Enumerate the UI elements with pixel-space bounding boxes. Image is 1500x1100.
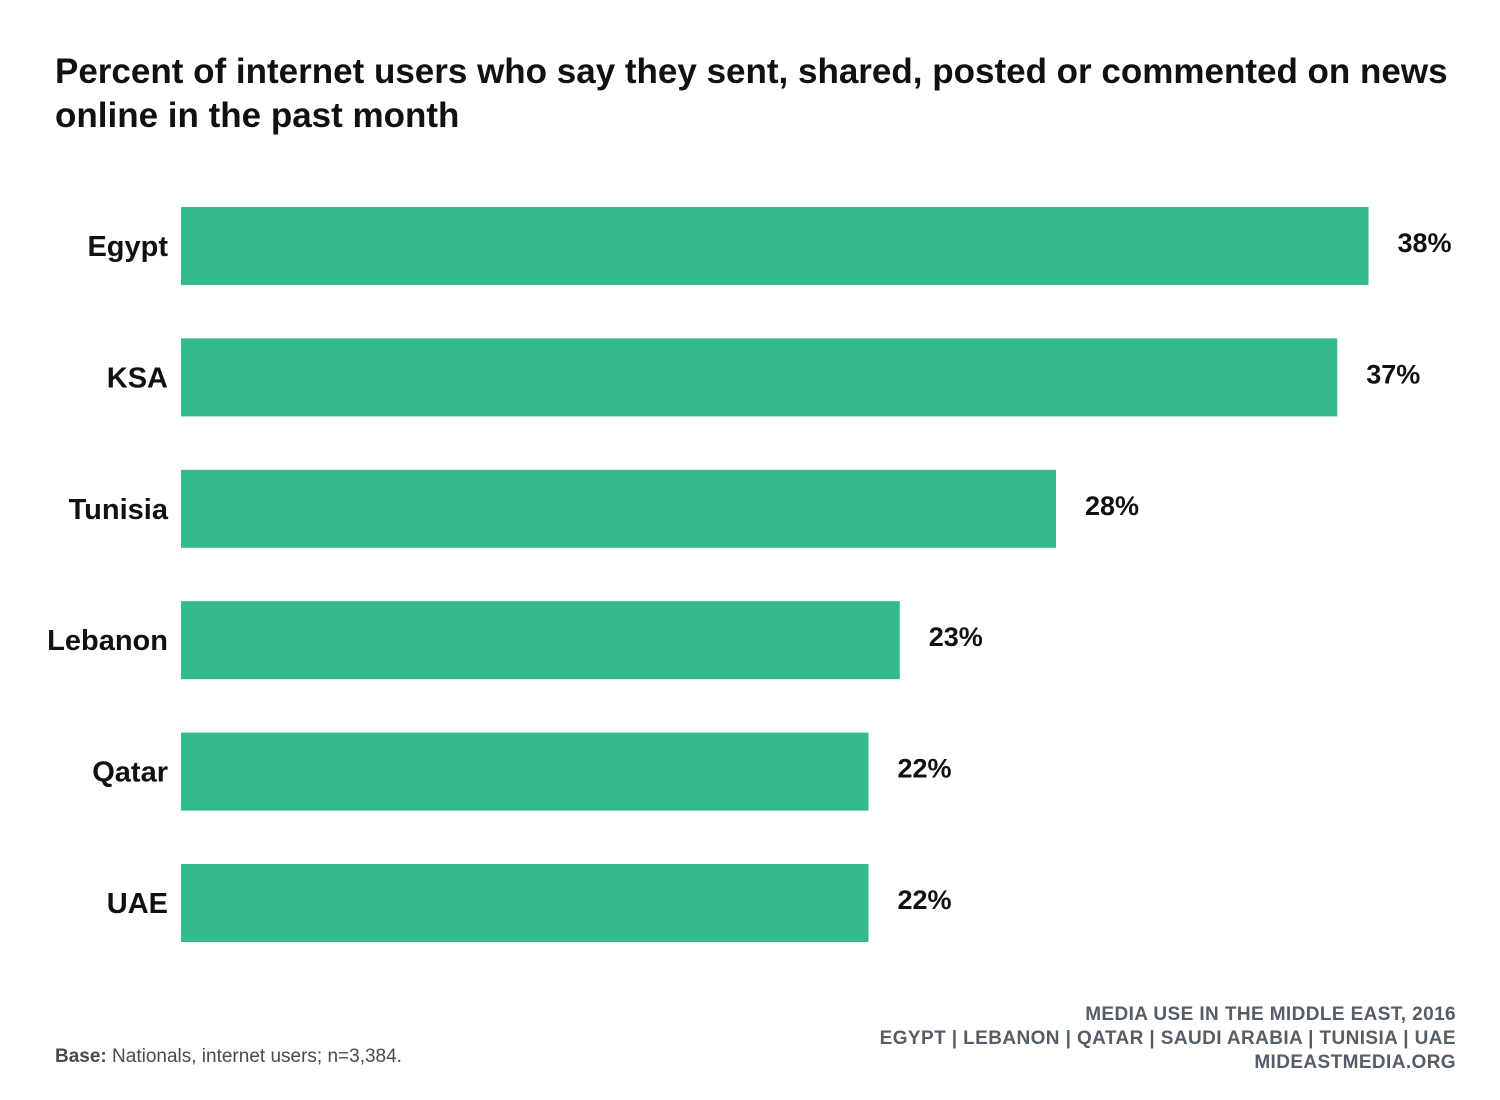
category-label-egypt: Egypt: [87, 231, 168, 263]
value-label-tunisia: 28%: [1085, 491, 1139, 521]
bar-tunisia: [181, 469, 1056, 548]
base-text: Nationals, internet users; n=3,384.: [106, 1046, 402, 1067]
base-footnote: Base: Nationals, internet users; n=3,384…: [55, 1046, 402, 1068]
source-line-1: MEDIA USE IN THE MIDDLE EAST, 2016: [1085, 1004, 1456, 1025]
bar-ksa: [181, 338, 1338, 417]
value-label-uae: 22%: [898, 885, 952, 915]
base-label: Base:: [55, 1046, 107, 1067]
source-line-2: EGYPT | LEBANON | QATAR | SAUDI ARABIA |…: [879, 1028, 1456, 1049]
source-credit: MEDIA USE IN THE MIDDLE EAST, 2016 EGYPT…: [880, 1003, 1456, 1075]
category-label-lebanon: Lebanon: [47, 625, 168, 657]
category-label-ksa: KSA: [107, 362, 168, 394]
value-label-egypt: 38%: [1398, 228, 1452, 258]
category-label-uae: UAE: [107, 888, 168, 920]
bar-egypt: [181, 207, 1369, 285]
value-label-lebanon: 23%: [929, 622, 983, 652]
bar-uae: [181, 864, 869, 942]
category-label-tunisia: Tunisia: [69, 494, 169, 526]
value-label-ksa: 37%: [1366, 359, 1420, 389]
bar-qatar: [181, 732, 869, 811]
category-label-qatar: Qatar: [92, 757, 168, 789]
value-label-qatar: 22%: [898, 754, 952, 784]
source-line-3: MIDEASTMEDIA.ORG: [1254, 1052, 1456, 1073]
chart-title: Percent of internet users who say they s…: [55, 52, 1448, 135]
bar-lebanon: [181, 601, 900, 680]
